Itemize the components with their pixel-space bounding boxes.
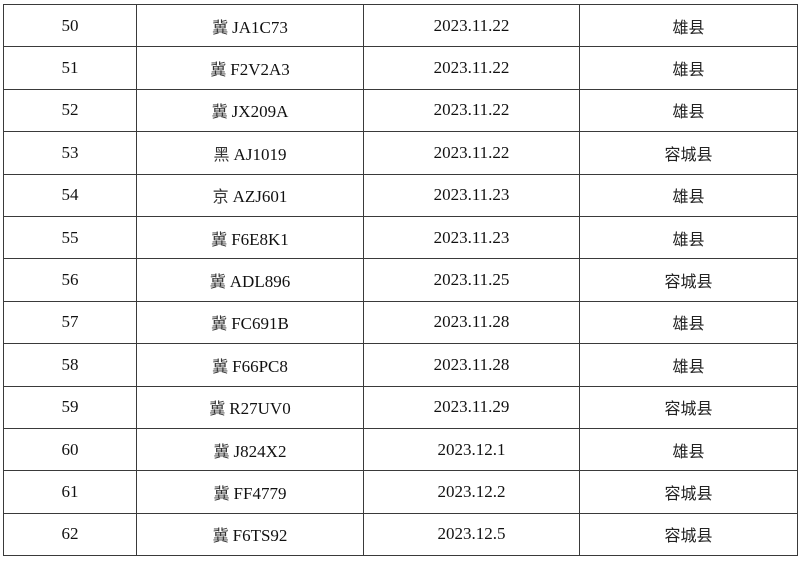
- row-number: 56: [3, 258, 137, 302]
- plate-number: FF4779: [233, 483, 287, 503]
- plate-number: F6TS92: [232, 526, 288, 546]
- plate-number: F2V2A3: [230, 60, 290, 80]
- plate-province: 冀: [211, 314, 228, 334]
- row-number: 62: [3, 512, 137, 557]
- county-cell: 雄县: [579, 173, 798, 217]
- row-number: 55: [3, 215, 137, 260]
- row-number: 54: [3, 173, 137, 217]
- county-cell: 容城县: [579, 385, 798, 429]
- county-cell: 雄县: [579, 88, 798, 133]
- row-number: 59: [3, 385, 137, 429]
- table-row: 58 冀 F66PC8 2023.11.28 雄县: [3, 343, 798, 387]
- county-cell: 容城县: [579, 470, 798, 514]
- plate-number: AJ1019: [233, 144, 287, 164]
- plate-number: F66PC8: [232, 356, 288, 376]
- row-number: 53: [3, 131, 137, 175]
- plate-number: ADL896: [229, 272, 291, 292]
- plate-province: 京: [212, 187, 229, 207]
- table-row: 59 冀 R27UV0 2023.11.29 容城县: [3, 385, 798, 429]
- row-number: 61: [3, 470, 137, 514]
- date-cell: 2023.11.29: [363, 385, 580, 429]
- plate-cell: 冀 F6E8K1: [136, 215, 364, 260]
- date-cell: 2023.12.5: [363, 512, 580, 557]
- table-row: 56 冀 ADL896 2023.11.25 容城县: [3, 258, 798, 302]
- county-cell: 容城县: [579, 258, 798, 302]
- date-cell: 2023.11.22: [363, 88, 580, 133]
- plate-number: J824X2: [233, 441, 287, 461]
- date-cell: 2023.11.23: [363, 215, 580, 260]
- plate-province: 冀: [212, 17, 229, 37]
- plate-province: 冀: [210, 60, 227, 80]
- plate-number: AZJ601: [232, 187, 288, 207]
- plate-number: F6E8K1: [231, 229, 289, 249]
- date-cell: 2023.11.22: [363, 3, 580, 48]
- plate-cell: 冀 FC691B: [136, 300, 364, 345]
- plate-province: 冀: [212, 526, 229, 546]
- county-cell: 雄县: [579, 3, 798, 48]
- date-cell: 2023.11.28: [363, 343, 580, 387]
- county-cell: 雄县: [579, 427, 798, 472]
- plate-cell: 冀 F2V2A3: [136, 46, 364, 90]
- date-cell: 2023.11.25: [363, 258, 580, 302]
- row-number: 58: [3, 343, 137, 387]
- table-row: 61 冀 FF4779 2023.12.2 容城县: [3, 470, 798, 514]
- row-number: 52: [3, 88, 137, 133]
- row-number: 51: [3, 46, 137, 90]
- plate-cell: 冀 J824X2: [136, 427, 364, 472]
- row-number: 57: [3, 300, 137, 345]
- date-cell: 2023.12.2: [363, 470, 580, 514]
- date-cell: 2023.11.28: [363, 300, 580, 345]
- row-number: 60: [3, 427, 137, 472]
- row-number: 50: [3, 3, 137, 48]
- county-cell: 雄县: [579, 46, 798, 90]
- plate-cell: 冀 F6TS92: [136, 512, 364, 557]
- date-cell: 2023.11.22: [363, 131, 580, 175]
- plate-number: JA1C73: [232, 17, 288, 37]
- date-cell: 2023.11.22: [363, 46, 580, 90]
- date-cell: 2023.11.23: [363, 173, 580, 217]
- plate-number: R27UV0: [229, 399, 291, 419]
- table-row: 54 京 AZJ601 2023.11.23 雄县: [3, 173, 798, 217]
- plate-cell: 冀 FF4779: [136, 470, 364, 514]
- table-row: 55 冀 F6E8K1 2023.11.23 雄县: [3, 215, 798, 260]
- plate-province: 冀: [209, 272, 226, 292]
- plate-cell: 京 AZJ601: [136, 173, 364, 217]
- table-row: 62 冀 F6TS92 2023.12.5 容城县: [3, 512, 798, 557]
- table-row: 52 冀 JX209A 2023.11.22 雄县: [3, 88, 798, 133]
- table-row: 50 冀 JA1C73 2023.11.22 雄县: [3, 3, 798, 48]
- plate-province: 冀: [213, 441, 230, 461]
- table-row: 51 冀 F2V2A3 2023.11.22 雄县: [3, 46, 798, 90]
- vehicle-table: 50 冀 JA1C73 2023.11.22 雄县 51 冀 F2V2A3 2023.…: [3, 3, 798, 557]
- plate-cell: 冀 JA1C73: [136, 3, 364, 48]
- county-cell: 雄县: [579, 215, 798, 260]
- plate-province: 冀: [211, 229, 228, 249]
- county-cell: 容城县: [579, 131, 798, 175]
- plate-cell: 冀 JX209A: [136, 88, 364, 133]
- table-row: 60 冀 J824X2 2023.12.1 雄县: [3, 427, 798, 472]
- plate-province: 黑: [213, 144, 230, 164]
- plate-cell: 黑 AJ1019: [136, 131, 364, 175]
- plate-cell: 冀 R27UV0: [136, 385, 364, 429]
- table-row: 57 冀 FC691B 2023.11.28 雄县: [3, 300, 798, 345]
- plate-number: JX209A: [231, 102, 289, 122]
- plate-number: FC691B: [231, 314, 289, 334]
- table-row: 53 黑 AJ1019 2023.11.22 容城县: [3, 131, 798, 175]
- plate-province: 冀: [213, 483, 230, 503]
- plate-province: 冀: [212, 356, 229, 376]
- date-cell: 2023.12.1: [363, 427, 580, 472]
- plate-province: 冀: [211, 102, 228, 122]
- plate-province: 冀: [209, 399, 226, 419]
- county-cell: 容城县: [579, 512, 798, 557]
- county-cell: 雄县: [579, 300, 798, 345]
- plate-cell: 冀 F66PC8: [136, 343, 364, 387]
- county-cell: 雄县: [579, 343, 798, 387]
- plate-cell: 冀 ADL896: [136, 258, 364, 302]
